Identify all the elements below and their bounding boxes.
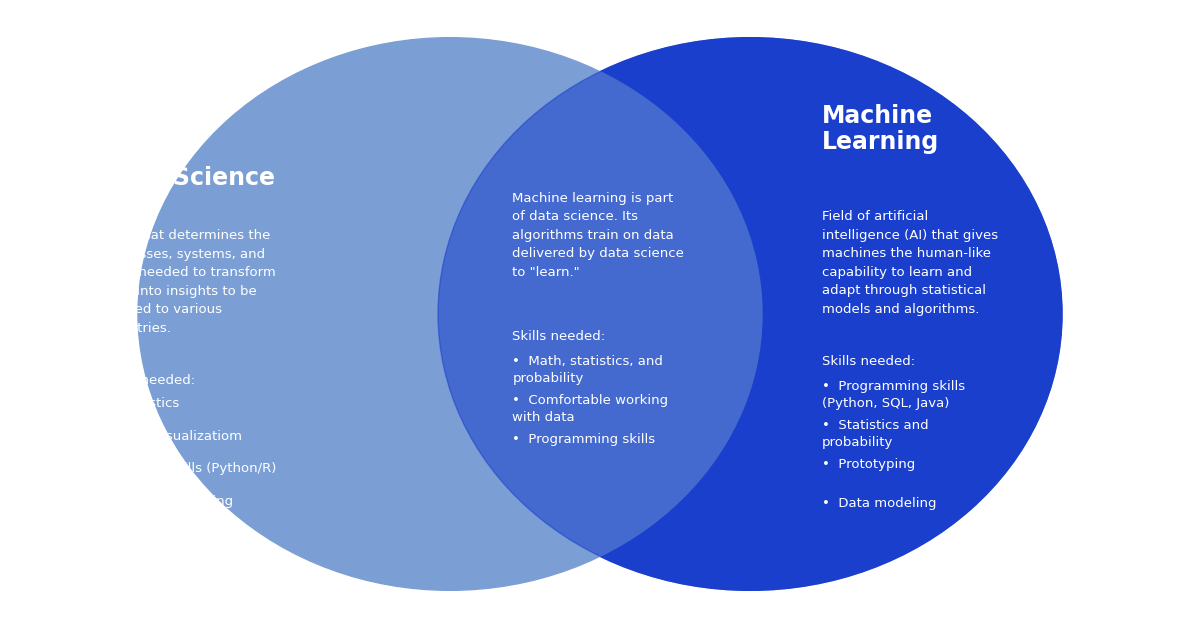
Text: •  Math, statistics, and
probability: • Math, statistics, and probability xyxy=(512,355,664,385)
Text: •  Statistics: • Statistics xyxy=(102,397,179,410)
Text: •  Data visualizatiom: • Data visualizatiom xyxy=(102,430,242,443)
Text: Field that determines the
processes, systems, and
tools needed to transform
data: Field that determines the processes, sys… xyxy=(102,229,276,335)
Text: •  Statistics and
probability: • Statistics and probability xyxy=(822,419,929,449)
Text: •  SQL/NoSQL: • SQL/NoSQL xyxy=(102,528,193,541)
Text: •  Prototyping: • Prototyping xyxy=(822,458,916,471)
Text: •  Coding skills (Python/R): • Coding skills (Python/R) xyxy=(102,462,276,475)
Text: Skills needed:: Skills needed: xyxy=(102,374,196,387)
Text: Machine
Learning: Machine Learning xyxy=(822,104,940,154)
Text: •  Comfortable working
with data: • Comfortable working with data xyxy=(512,394,668,424)
Ellipse shape xyxy=(438,38,1062,590)
Text: Skills needed:: Skills needed: xyxy=(512,330,606,343)
Text: Data Science: Data Science xyxy=(102,166,275,190)
Text: •  Machine learning: • Machine learning xyxy=(102,495,233,508)
Text: Field of artificial
intelligence (AI) that gives
machines the human-like
capabil: Field of artificial intelligence (AI) th… xyxy=(822,210,998,316)
Text: •  Data modeling: • Data modeling xyxy=(822,497,936,510)
Text: •  Programming skills
(Python, SQL, Java): • Programming skills (Python, SQL, Java) xyxy=(822,380,965,410)
Text: •  Programming skills: • Programming skills xyxy=(512,433,655,446)
Ellipse shape xyxy=(138,38,762,590)
Ellipse shape xyxy=(438,38,1062,590)
Text: •  Data wrangling: • Data wrangling xyxy=(102,560,221,573)
Text: Skills needed:: Skills needed: xyxy=(822,355,916,368)
Text: Machine learning is part
of data science. Its
algorithms train on data
delivered: Machine learning is part of data science… xyxy=(512,192,684,279)
